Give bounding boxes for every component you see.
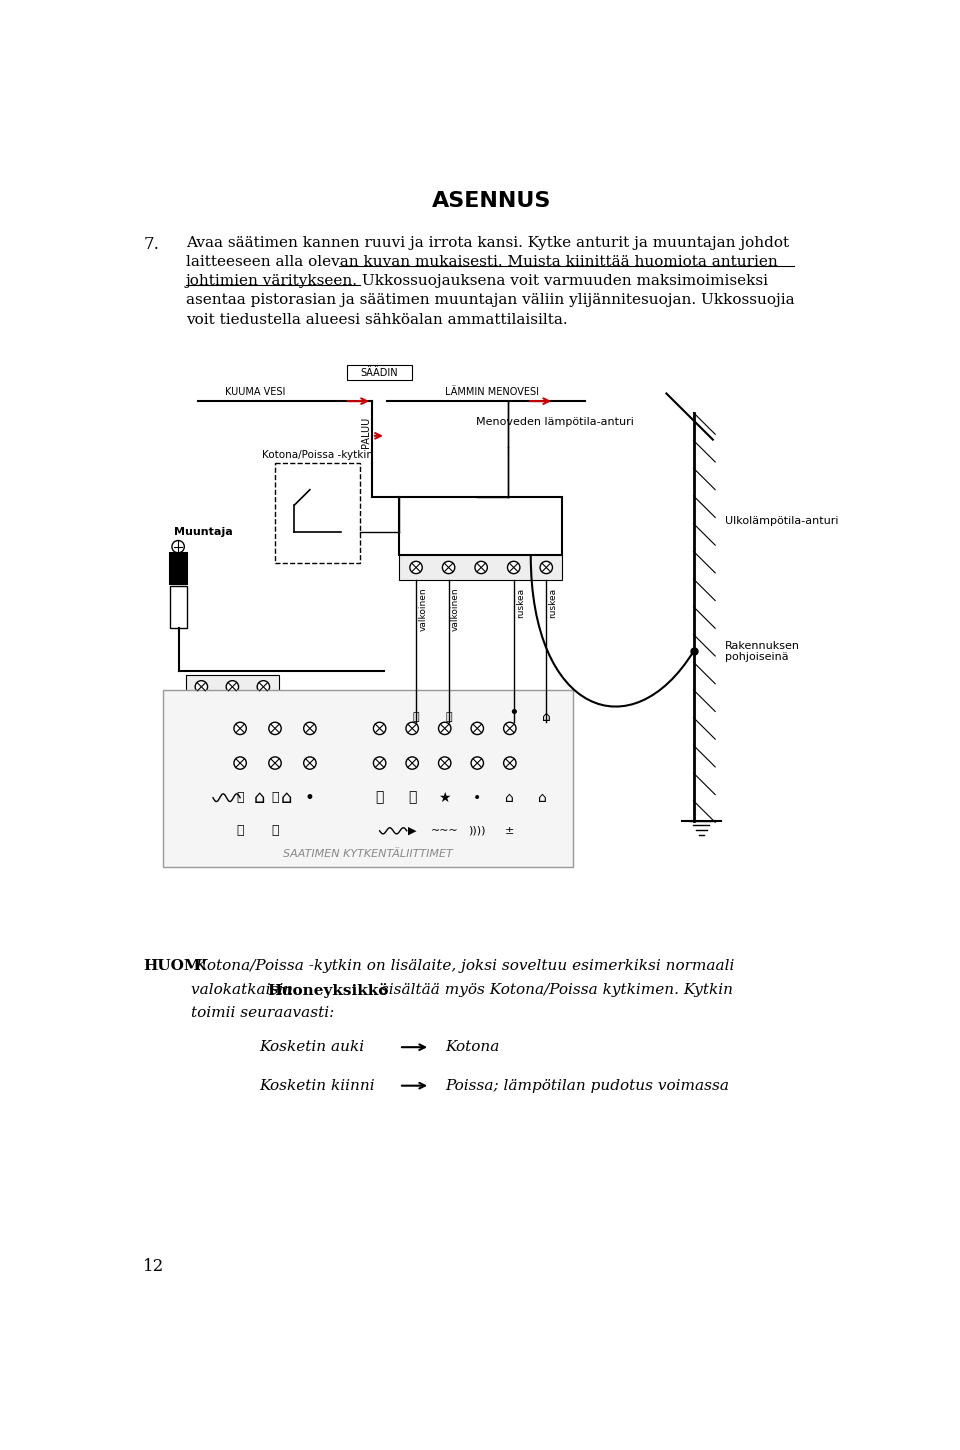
Text: 12: 12: [143, 1259, 164, 1275]
Text: PALUU: PALUU: [362, 416, 372, 448]
Text: sisältää myös Kotona/Poissa kytkimen. Kytkin: sisältää myös Kotona/Poissa kytkimen. Ky…: [375, 983, 732, 996]
Text: Kotona/Poissa -kytkin: Kotona/Poissa -kytkin: [262, 450, 373, 460]
Text: )))): )))): [468, 826, 486, 835]
Text: Kotona/Poissa -kytkin on lisälaite, joksi soveltuu esimerkiksi normaali: Kotona/Poissa -kytkin on lisälaite, joks…: [191, 960, 734, 973]
Circle shape: [471, 722, 484, 735]
Text: Avaa säätimen kannen ruuvi ja irrota kansi. Kytke anturit ja muuntajan johdot: Avaa säätimen kannen ruuvi ja irrota kan…: [186, 235, 789, 249]
Text: ⏚: ⏚: [445, 712, 452, 722]
Text: ⏚: ⏚: [413, 712, 420, 722]
Circle shape: [269, 722, 281, 735]
Circle shape: [475, 561, 488, 574]
Text: laitteeseen alla olevan kuvan mukaisesti. Muista kiinittää huomiota anturien: laitteeseen alla olevan kuvan mukaisesti…: [186, 255, 778, 268]
Text: valkoinen: valkoinen: [451, 587, 460, 631]
Circle shape: [373, 722, 386, 735]
Text: •: •: [473, 790, 481, 805]
Circle shape: [303, 757, 316, 768]
Bar: [170, 552, 187, 584]
Circle shape: [406, 722, 419, 735]
Circle shape: [439, 757, 451, 768]
Text: ⌂: ⌂: [506, 790, 515, 805]
Text: Menoveden lämpötila-anturi: Menoveden lämpötila-anturi: [476, 416, 635, 426]
Text: Kotona: Kotona: [445, 1040, 500, 1054]
Text: ★: ★: [439, 790, 451, 805]
Bar: [399, 497, 562, 555]
Circle shape: [504, 757, 516, 768]
Text: ⏚: ⏚: [272, 792, 278, 805]
Text: LÄMMIN MENOVESI: LÄMMIN MENOVESI: [445, 387, 539, 397]
Text: Huoneyksikkö: Huoneyksikkö: [267, 983, 389, 998]
Text: •: •: [305, 789, 315, 806]
Text: Poissa; lämpötilan pudotus voimassa: Poissa; lämpötilan pudotus voimassa: [445, 1079, 730, 1093]
Text: ⏚: ⏚: [272, 824, 278, 837]
Circle shape: [406, 757, 419, 768]
Text: ⏚: ⏚: [236, 792, 244, 805]
Text: ASENNUS: ASENNUS: [432, 191, 552, 210]
Circle shape: [508, 561, 520, 574]
Text: ~~~: ~~~: [431, 826, 459, 835]
Text: ⏚: ⏚: [408, 790, 417, 805]
Bar: [162, 690, 573, 867]
Text: ⌂: ⌂: [538, 790, 547, 805]
Text: ruskea: ruskea: [548, 587, 558, 618]
Circle shape: [303, 722, 316, 735]
Text: KUUMA VESI: KUUMA VESI: [226, 387, 286, 397]
Text: •: •: [509, 705, 519, 722]
Text: ruskea: ruskea: [516, 587, 525, 618]
Text: valokatkaisin.: valokatkaisin.: [191, 983, 303, 996]
Text: ⏚: ⏚: [375, 790, 384, 805]
Circle shape: [234, 722, 247, 735]
Text: Kosketin auki: Kosketin auki: [259, 1040, 365, 1054]
Bar: [348, 365, 412, 380]
Text: HUOM!: HUOM!: [143, 960, 207, 973]
Text: voit tiedustella alueesi sähköalan ammattilaisilta.: voit tiedustella alueesi sähköalan ammat…: [186, 313, 567, 326]
Bar: [399, 555, 562, 580]
Bar: [186, 674, 278, 699]
Text: asentaa pistorasian ja säätimen muuntajan väliin ylijännitesuojan. Ukkossuojia: asentaa pistorasian ja säätimen muuntaja…: [186, 293, 795, 307]
Circle shape: [504, 722, 516, 735]
Text: ⌂: ⌂: [253, 789, 265, 806]
Text: SAATIMEN KYTKENTÄLIITTIMET: SAATIMEN KYTKENTÄLIITTIMET: [283, 850, 453, 860]
Text: ▶: ▶: [408, 826, 417, 835]
Circle shape: [471, 757, 484, 768]
Circle shape: [234, 757, 247, 768]
Circle shape: [227, 680, 239, 693]
Circle shape: [410, 561, 422, 574]
Circle shape: [373, 757, 386, 768]
Circle shape: [269, 757, 281, 768]
Text: ⏚: ⏚: [236, 824, 244, 837]
Circle shape: [540, 561, 552, 574]
Circle shape: [195, 680, 207, 693]
Text: Kosketin kiinni: Kosketin kiinni: [259, 1079, 375, 1093]
Text: ⌂: ⌂: [281, 789, 292, 806]
Text: ±: ±: [505, 826, 515, 835]
Text: Muuntaja: Muuntaja: [175, 528, 233, 538]
Circle shape: [439, 722, 451, 735]
Text: johtimien väritykseen. Ukkossuojauksena voit varmuuden maksimoimiseksi: johtimien väritykseen. Ukkossuojauksena …: [186, 274, 769, 289]
Bar: [275, 463, 360, 563]
Text: 7.: 7.: [143, 235, 159, 252]
Circle shape: [443, 561, 455, 574]
Circle shape: [257, 680, 270, 693]
Text: Rakennuksen
pohjoiseinä: Rakennuksen pohjoiseinä: [725, 641, 800, 663]
Text: Ulkolämpötila-anturi: Ulkolämpötila-anturi: [725, 516, 838, 525]
Text: ⌂: ⌂: [541, 710, 551, 724]
Text: toimii seuraavasti:: toimii seuraavasti:: [191, 1006, 334, 1019]
Text: SÄÄDIN: SÄÄDIN: [361, 368, 398, 377]
Bar: [170, 586, 187, 628]
Text: valkoinen: valkoinen: [419, 587, 427, 631]
